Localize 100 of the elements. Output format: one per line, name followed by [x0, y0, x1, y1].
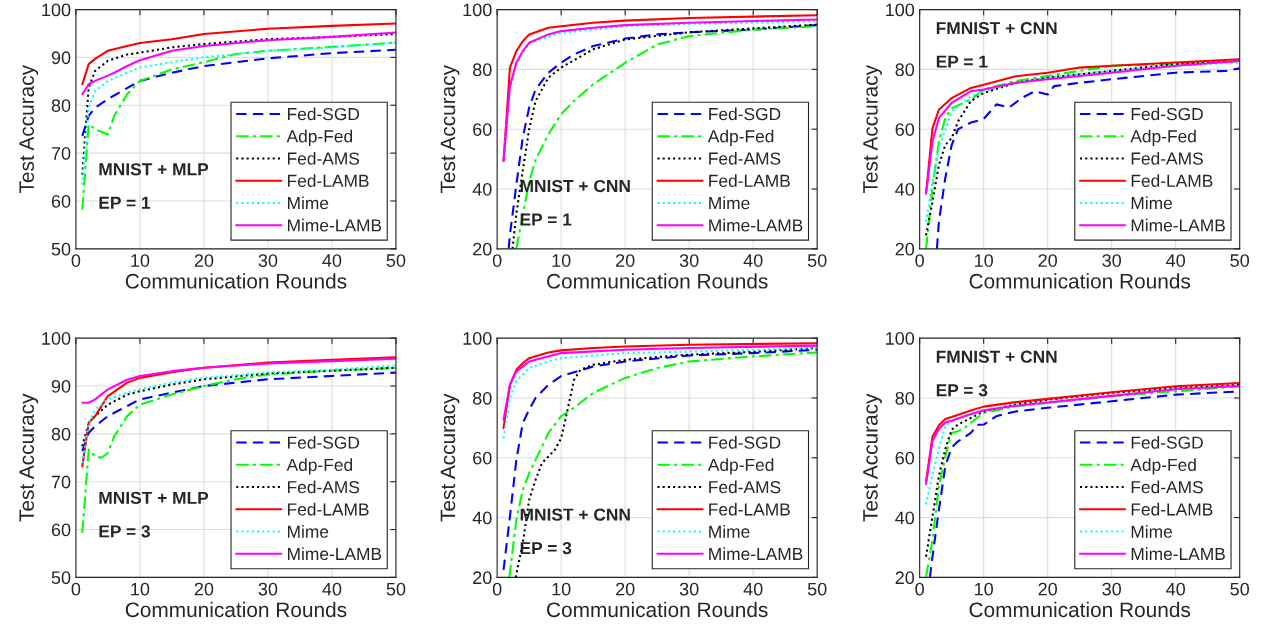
legend-label: Fed-SGD [1131, 107, 1203, 121]
x-axis-title: Communication Rounds [969, 273, 1191, 289]
y-tick-label: 20 [473, 571, 492, 585]
x-tick-label: 10 [131, 582, 150, 596]
y-axis-title: Test Accuracy [440, 64, 460, 193]
legend-label: Fed-LAMB [1131, 174, 1213, 187]
y-tick-label: 80 [472, 391, 492, 405]
legend-label: Mime-LAMB [1131, 218, 1225, 232]
y-tick-label: 90 [51, 379, 71, 393]
legend-label: Mime-LAMB [709, 218, 803, 232]
legend-label: Fed-SGD [1131, 436, 1203, 449]
legend-label: Mime [709, 525, 750, 538]
line-series [81, 22, 396, 86]
y-tick-label: 100 [42, 3, 71, 17]
legend-label: Fed-AMS [287, 151, 360, 165]
legend-label: Fed-AMS [709, 151, 781, 165]
legend-label: Adp-Fed [707, 458, 774, 475]
y-tick-label: 40 [895, 182, 915, 196]
annotation: MNIST + CNN [520, 179, 630, 193]
legend-label: Fed-LAMB [709, 502, 790, 516]
y-tick-label: 80 [895, 63, 915, 77]
legend-label: Fed-SGD [287, 436, 360, 449]
legend-label: Mime-LAMB [287, 218, 382, 232]
annotation: MNIST + MLP [99, 163, 209, 176]
y-tick-label: 90 [51, 51, 71, 65]
legend-label: Adp-Fed [286, 458, 353, 475]
legend-label: Mime-LAMB [1131, 547, 1225, 561]
x-tick-label: 10 [552, 254, 571, 267]
x-tick-label: 0 [915, 582, 924, 596]
x-tick-label: 50 [807, 582, 827, 596]
x-tick-label: 40 [743, 582, 763, 596]
legend-label: Fed-LAMB [287, 502, 369, 516]
x-tick-label: 20 [1038, 254, 1058, 267]
y-tick-label: 20 [895, 242, 915, 256]
x-tick-label: 20 [194, 254, 214, 267]
x-axis-title: Communication Rounds [547, 601, 768, 618]
annotation: FMNIST + CNN [936, 350, 1057, 363]
legend-label: Fed-LAMB [287, 174, 369, 187]
legend-label: Mime [1131, 196, 1172, 210]
legend-label: Adp-Fed [286, 129, 353, 146]
line-series [81, 31, 396, 96]
y-tick-label: 80 [51, 427, 71, 441]
y-axis-title: Test Accuracy [863, 64, 882, 193]
legend-label: Adp-Fed [1130, 458, 1196, 475]
annotation: MNIST + MLP [99, 491, 209, 505]
annotation: EP = 3 [520, 541, 572, 555]
x-tick-label: 50 [386, 254, 406, 267]
y-tick-label: 60 [473, 123, 492, 136]
annotation: EP = 1 [936, 55, 988, 68]
line-series [81, 357, 396, 404]
x-tick-label: 0 [492, 582, 502, 596]
y-axis-title: Test Accuracy [19, 64, 39, 193]
annotation: FMNIST + CNN [936, 21, 1057, 35]
y-tick-label: 80 [51, 99, 71, 112]
legend-label: Adp-Fed [1130, 129, 1196, 146]
legend-label: Fed-SGD [709, 436, 781, 449]
y-tick-label: 100 [463, 3, 492, 17]
x-tick-label: 40 [743, 254, 763, 267]
y-tick-label: 60 [51, 194, 71, 208]
x-tick-label: 10 [131, 254, 150, 267]
x-axis-title: Communication Rounds [969, 601, 1191, 618]
x-tick-label: 40 [322, 582, 342, 596]
legend-label: Fed-SGD [709, 107, 781, 121]
legend-label: Fed-AMS [287, 480, 360, 494]
y-tick-label: 60 [51, 523, 71, 537]
x-tick-label: 50 [807, 254, 827, 267]
y-tick-label: 40 [895, 511, 915, 525]
x-tick-label: 0 [492, 254, 502, 267]
x-tick-label: 10 [975, 582, 993, 596]
x-axis-title: Communication Rounds [125, 273, 347, 289]
x-tick-label: 40 [1166, 582, 1186, 596]
x-tick-label: 40 [322, 254, 342, 267]
x-tick-label: 20 [616, 254, 635, 267]
y-tick-label: 60 [473, 451, 492, 465]
legend-label: Mime [287, 196, 329, 210]
y-tick-label: 100 [886, 332, 915, 345]
legend-label: Fed-AMS [709, 480, 781, 494]
y-axis-title: Test Accuracy [440, 393, 460, 522]
legend-label: Fed-LAMB [709, 174, 790, 187]
y-tick-label: 70 [51, 147, 71, 160]
x-tick-label: 50 [386, 582, 406, 596]
x-tick-label: 30 [1102, 254, 1122, 267]
y-tick-label: 100 [463, 332, 492, 345]
x-tick-label: 30 [258, 582, 278, 596]
legend-label: Fed-AMS [1131, 151, 1203, 165]
y-tick-label: 100 [42, 332, 71, 345]
y-tick-label: 80 [895, 391, 915, 405]
x-tick-label: 30 [258, 254, 278, 267]
y-tick-label: 50 [51, 571, 71, 585]
x-tick-label: 20 [1038, 582, 1058, 596]
y-tick-label: 100 [886, 3, 915, 17]
annotation: EP = 1 [99, 196, 151, 209]
y-tick-label: 20 [895, 571, 915, 585]
legend-label: Mime [1131, 525, 1172, 538]
x-tick-label: 50 [1230, 254, 1250, 267]
x-tick-label: 0 [71, 582, 81, 596]
y-tick-label: 20 [473, 242, 492, 256]
annotation: EP = 3 [99, 525, 150, 538]
x-axis-title: Communication Rounds [547, 273, 768, 289]
y-tick-label: 40 [472, 182, 492, 196]
